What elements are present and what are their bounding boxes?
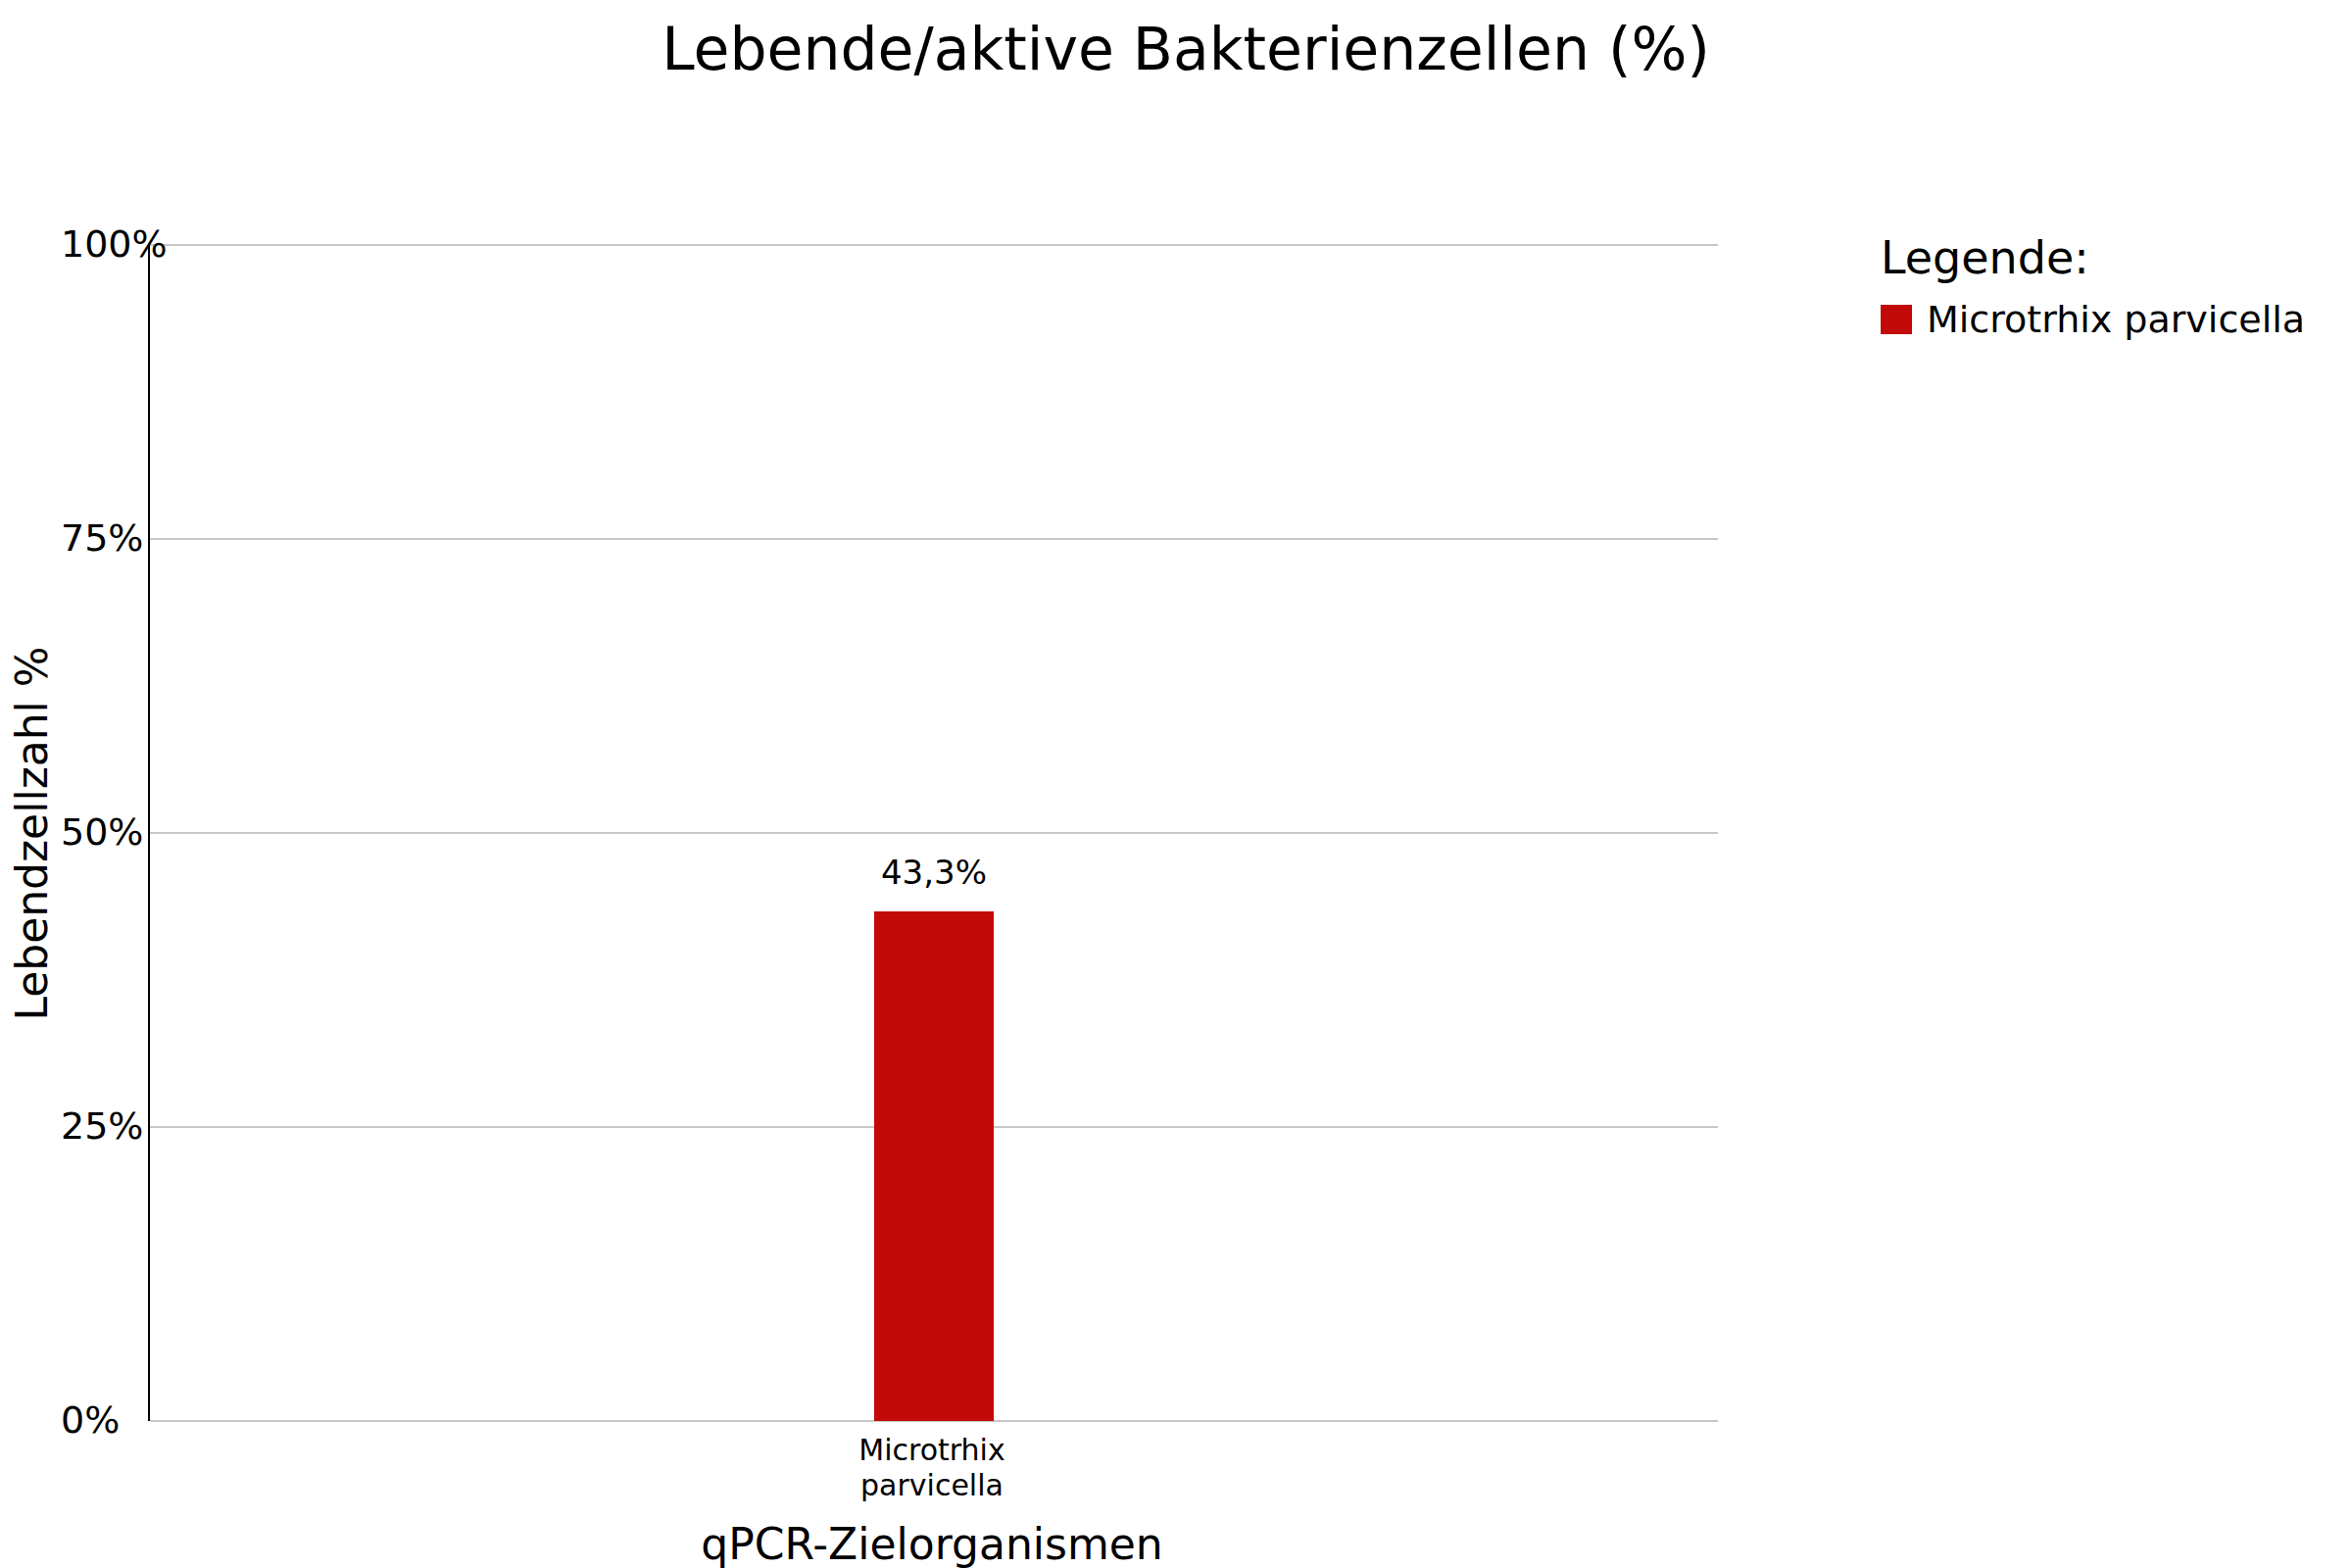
legend-item-label: Microtrhix parvicella bbox=[1927, 298, 2305, 341]
legend-item: Microtrhix parvicella bbox=[1881, 298, 2305, 341]
chart-title: Lebende/aktive Bakterienzellen (%) bbox=[402, 14, 1970, 84]
y-tick-label: 100% bbox=[61, 222, 168, 266]
legend-swatch-icon bbox=[1881, 305, 1912, 334]
gridline-75% bbox=[150, 538, 1718, 540]
bar-microtrhix-parvicella bbox=[874, 911, 994, 1421]
gridline-100% bbox=[150, 244, 1718, 246]
bar-value-label: 43,3% bbox=[881, 853, 987, 892]
y-tick-label: 50% bbox=[61, 810, 143, 854]
x-tick-label: Microtrhix parvicella bbox=[814, 1433, 1050, 1503]
y-tick-label: 75% bbox=[61, 516, 143, 560]
legend-title: Legende: bbox=[1881, 231, 2305, 284]
y-tick-label: 25% bbox=[61, 1104, 143, 1148]
y-axis-title: Lebendzellzahl % bbox=[8, 245, 55, 1421]
bar-chart-figure: Lebende/aktive Bakterienzellen (%) Leben… bbox=[0, 0, 2352, 1568]
legend: Legende: Microtrhix parvicella bbox=[1881, 231, 2305, 341]
gridline-50% bbox=[150, 832, 1718, 834]
x-axis-title: qPCR-Zielorganismen bbox=[148, 1519, 1716, 1568]
y-axis-title-text: Lebendzellzahl % bbox=[7, 646, 57, 1020]
plot-area: 0%25%50%75%100%43,3% bbox=[148, 245, 1718, 1421]
y-tick-label: 0% bbox=[61, 1398, 120, 1442]
